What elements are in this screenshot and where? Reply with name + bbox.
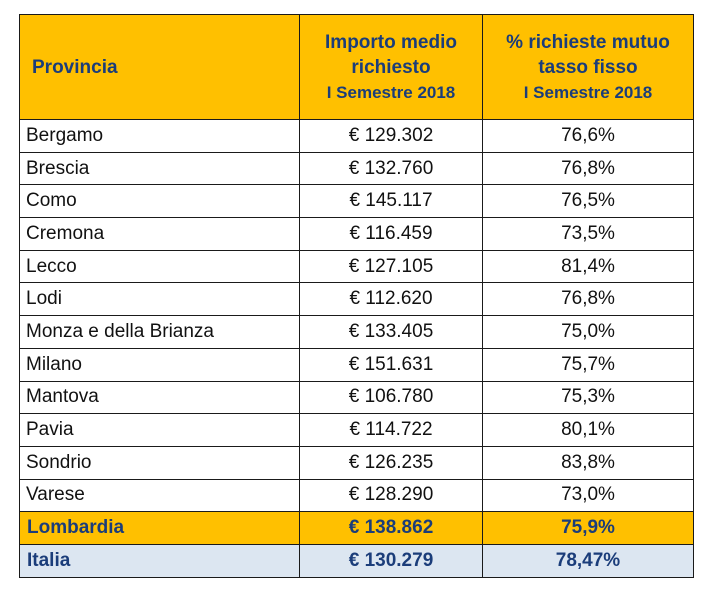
table-header-row: Provincia Importo medio richiesto I Seme… bbox=[19, 14, 694, 120]
cell-importo: € 112.620 bbox=[299, 282, 483, 317]
table-row: Pavia € 114.722 80,1% bbox=[19, 413, 694, 447]
header-percentuale: % richieste mutuo tasso fisso I Semestre… bbox=[482, 14, 694, 120]
table-row: Lodi € 112.620 76,8% bbox=[19, 282, 694, 317]
header-perc-line2: tasso fisso bbox=[538, 56, 638, 78]
cell-importo: € 106.780 bbox=[299, 380, 483, 415]
cell-provincia: Mantova bbox=[19, 380, 300, 415]
header-importo-line1: Importo medio bbox=[325, 31, 457, 53]
cell-perc: 75,9% bbox=[482, 511, 694, 545]
header-importo-line2: richiesto bbox=[351, 56, 431, 78]
cell-importo: € 129.302 bbox=[299, 119, 483, 153]
cell-perc: 81,4% bbox=[482, 249, 694, 284]
cell-perc: 83,8% bbox=[482, 445, 694, 480]
table-row: Cremona € 116.459 73,5% bbox=[19, 217, 694, 251]
table-row: Sondrio € 126.235 83,8% bbox=[19, 445, 694, 480]
cell-provincia: Pavia bbox=[19, 413, 300, 447]
cell-perc: 73,5% bbox=[482, 217, 694, 251]
cell-importo: € 116.459 bbox=[299, 217, 483, 251]
table-row: Milano € 151.631 75,7% bbox=[19, 347, 694, 382]
cell-importo: € 145.117 bbox=[299, 184, 483, 219]
cell-perc: 73,0% bbox=[482, 478, 694, 513]
cell-provincia: Lecco bbox=[19, 249, 300, 284]
mortgage-table: Provincia Importo medio richiesto I Seme… bbox=[19, 14, 694, 578]
cell-perc: 80,1% bbox=[482, 413, 694, 447]
cell-provincia: Sondrio bbox=[19, 445, 300, 480]
cell-importo: € 128.290 bbox=[299, 478, 483, 513]
cell-provincia: Como bbox=[19, 184, 300, 219]
cell-provincia: Monza e della Brianza bbox=[19, 315, 300, 349]
table-row: Brescia € 132.760 76,8% bbox=[19, 151, 694, 186]
cell-provincia: Bergamo bbox=[19, 119, 300, 153]
cell-perc: 78,47% bbox=[482, 543, 694, 578]
table-row: Monza e della Brianza € 133.405 75,0% bbox=[19, 315, 694, 349]
table-row: Lecco € 127.105 81,4% bbox=[19, 249, 694, 284]
table-row: Como € 145.117 76,5% bbox=[19, 184, 694, 219]
cell-perc: 75,0% bbox=[482, 315, 694, 349]
header-importo: Importo medio richiesto I Semestre 2018 bbox=[299, 14, 483, 120]
lombardia-total-row: Lombardia € 138.862 75,9% bbox=[19, 511, 694, 545]
cell-perc: 76,6% bbox=[482, 119, 694, 153]
cell-importo: € 138.862 bbox=[299, 511, 483, 545]
cell-importo: € 133.405 bbox=[299, 315, 483, 349]
cell-importo: € 127.105 bbox=[299, 249, 483, 284]
cell-importo: € 130.279 bbox=[299, 543, 483, 578]
cell-perc: 75,7% bbox=[482, 347, 694, 382]
cell-perc: 75,3% bbox=[482, 380, 694, 415]
cell-provincia: Cremona bbox=[19, 217, 300, 251]
header-provincia: Provincia bbox=[19, 14, 300, 120]
header-perc-period: I Semestre 2018 bbox=[523, 82, 653, 102]
table-row: Mantova € 106.780 75,3% bbox=[19, 380, 694, 415]
cell-perc: 76,5% bbox=[482, 184, 694, 219]
table-row: Varese € 128.290 73,0% bbox=[19, 478, 694, 513]
header-perc-line1: % richieste mutuo bbox=[506, 31, 670, 53]
cell-importo: € 132.760 bbox=[299, 151, 483, 186]
cell-importo: € 114.722 bbox=[299, 413, 483, 447]
cell-provincia: Italia bbox=[19, 543, 300, 578]
header-importo-period: I Semestre 2018 bbox=[326, 82, 456, 102]
cell-importo: € 126.235 bbox=[299, 445, 483, 480]
italia-total-row: Italia € 130.279 78,47% bbox=[19, 543, 694, 578]
cell-perc: 76,8% bbox=[482, 151, 694, 186]
cell-provincia: Milano bbox=[19, 347, 300, 382]
cell-importo: € 151.631 bbox=[299, 347, 483, 382]
cell-provincia: Lodi bbox=[19, 282, 300, 317]
cell-provincia: Lombardia bbox=[19, 511, 300, 545]
cell-provincia: Varese bbox=[19, 478, 300, 513]
cell-perc: 76,8% bbox=[482, 282, 694, 317]
table-row: Bergamo € 129.302 76,6% bbox=[19, 119, 694, 153]
cell-provincia: Brescia bbox=[19, 151, 300, 186]
